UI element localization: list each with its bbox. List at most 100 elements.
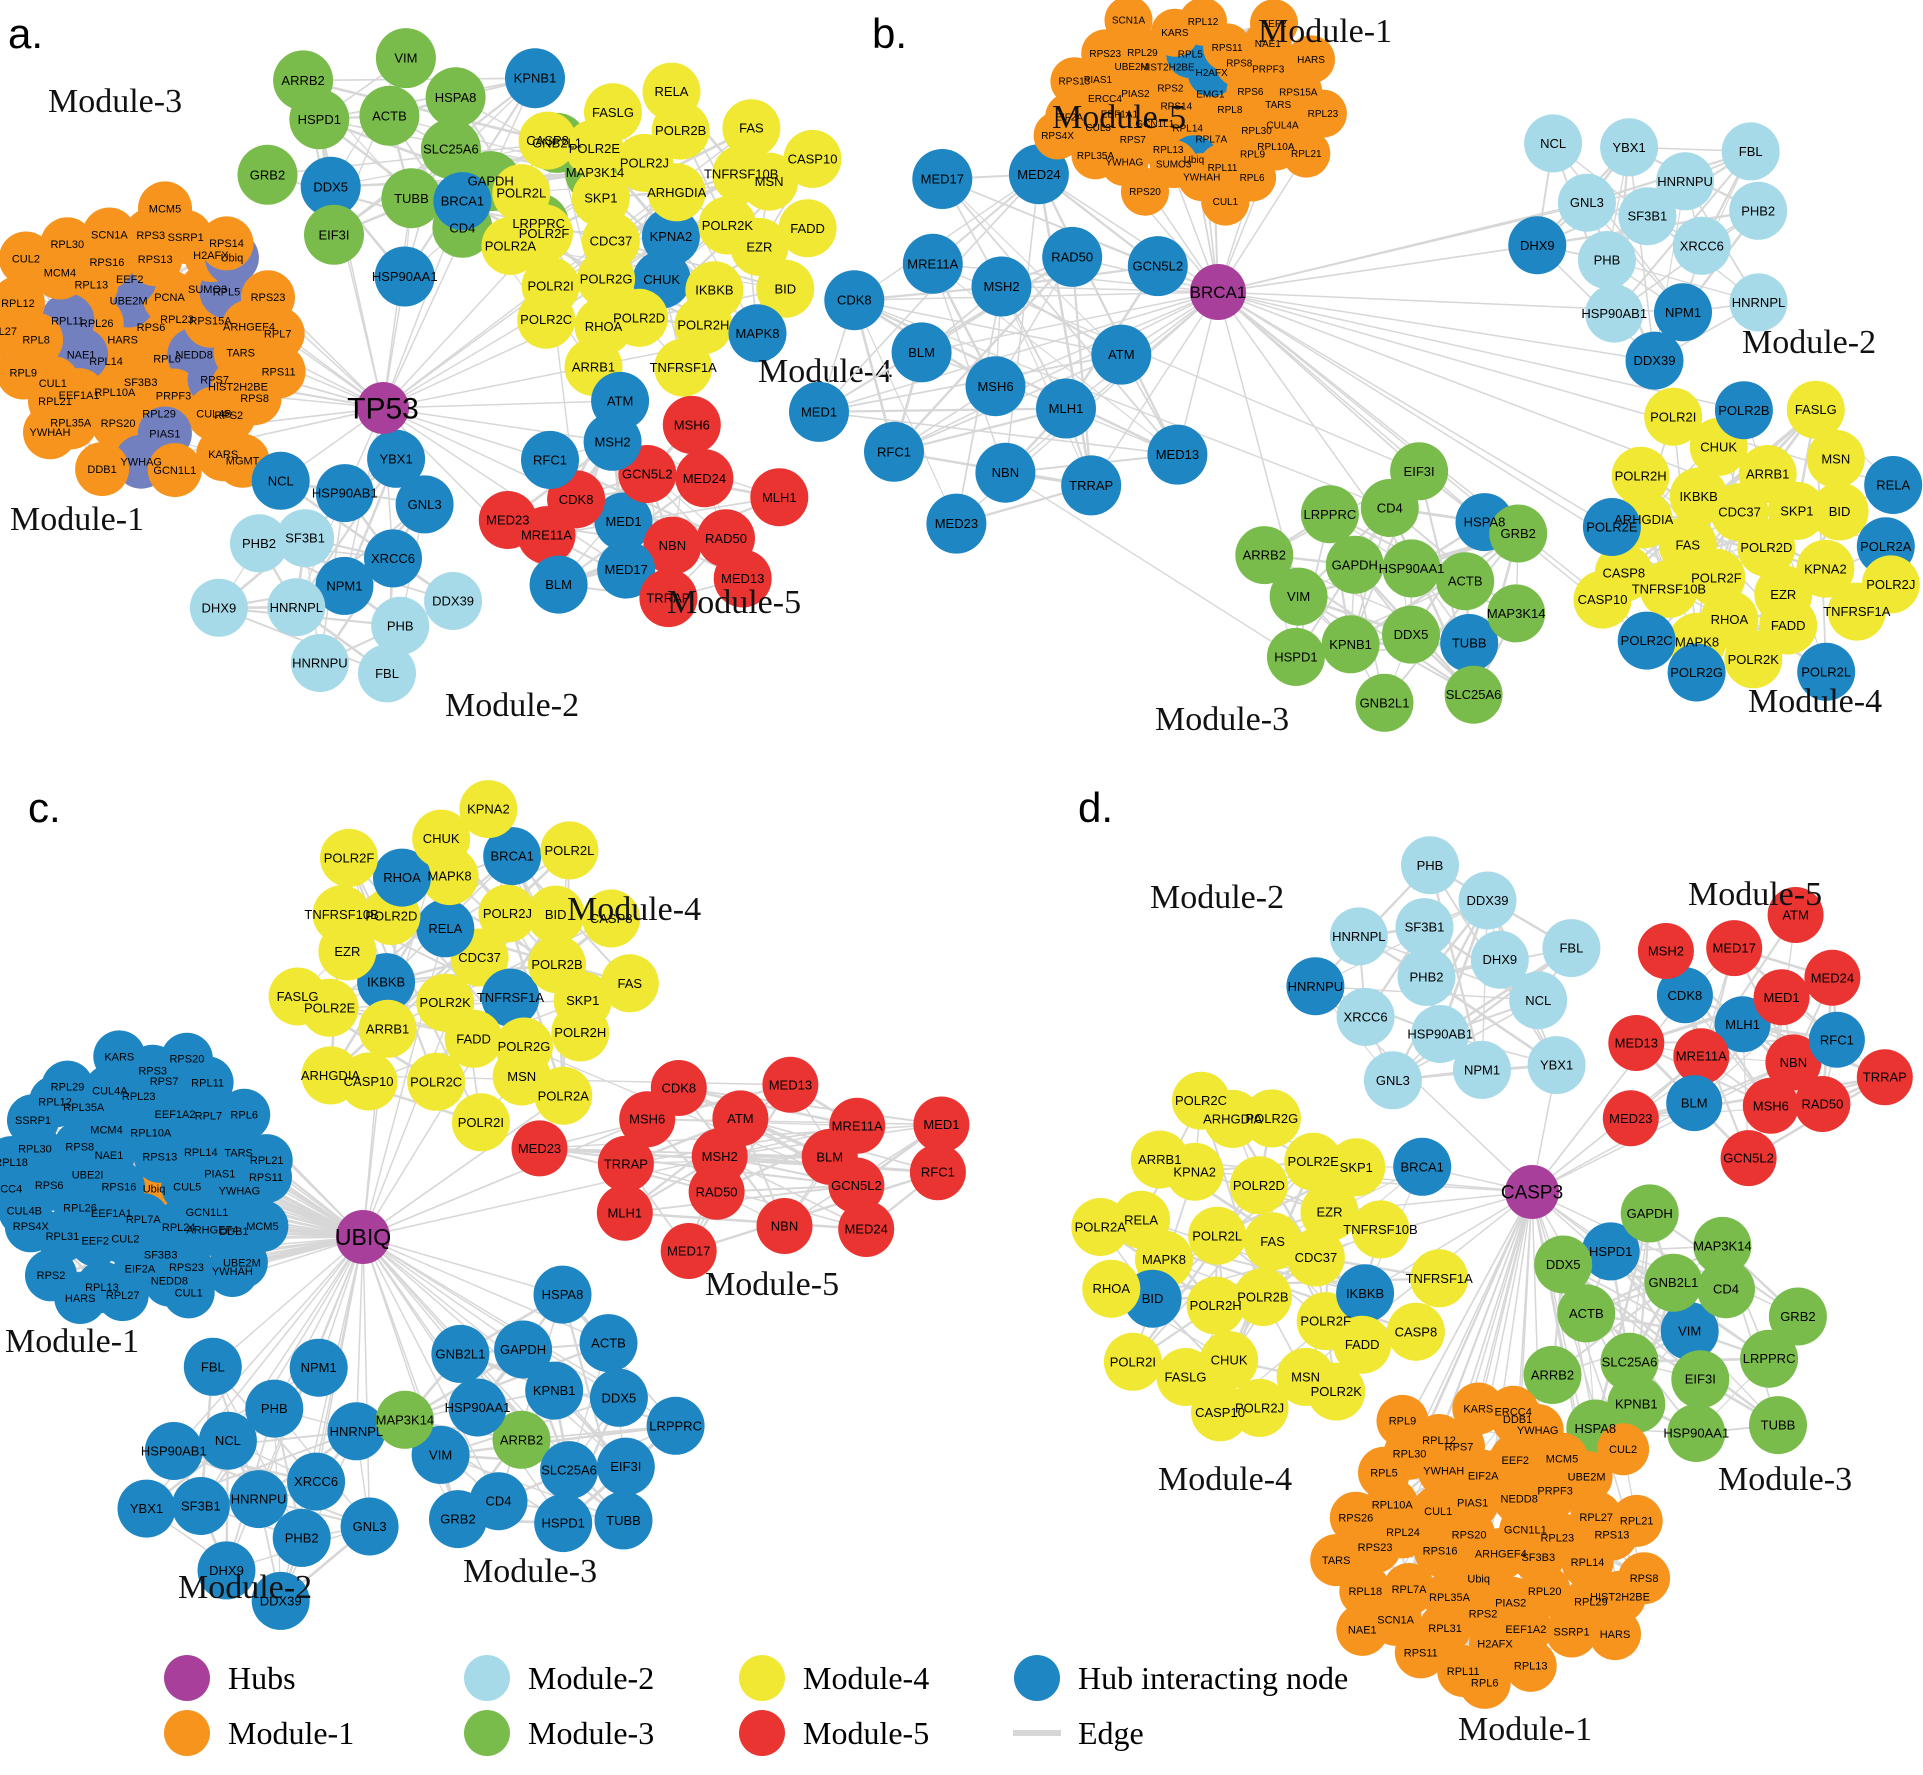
- edge: [1131, 1184, 1260, 1363]
- node-TRRAP: [1856, 1049, 1913, 1106]
- node-RPL35A: [1071, 131, 1120, 180]
- edge: [1349, 532, 1519, 646]
- node-VIM: [375, 28, 436, 89]
- node-RPS23: [1081, 29, 1130, 78]
- node-RPS4X: [1033, 111, 1082, 160]
- node-MSH6: [662, 395, 721, 454]
- node-NPM1: [315, 556, 374, 615]
- node-NPM1: [1654, 283, 1712, 342]
- edge: [624, 1211, 867, 1231]
- node-RPL21: [240, 1134, 293, 1187]
- node-SF3B1: [171, 1477, 230, 1535]
- node-CUL2: [0, 231, 53, 286]
- node-POLR2G: [1242, 1089, 1301, 1148]
- edge: [355, 1236, 364, 1432]
- node-SKP1: [571, 168, 630, 227]
- node-RELA: [416, 899, 475, 958]
- node-NBN: [1765, 1034, 1822, 1091]
- node-FAS: [722, 99, 781, 158]
- node-SLC25A6: [540, 1441, 599, 1500]
- node-RPL21: [1610, 1494, 1663, 1547]
- edge: [212, 1366, 303, 1539]
- node-DHX9: [197, 1541, 256, 1600]
- node-CASP8: [582, 889, 641, 948]
- node-MED17: [1706, 920, 1763, 977]
- node-KPNA2: [1796, 539, 1855, 598]
- edge: [647, 1118, 942, 1126]
- edge: [1217, 291, 1420, 472]
- node-CASP8: [1386, 1302, 1445, 1361]
- node-ARRB2: [492, 1410, 551, 1469]
- node-ERCC4: [1487, 1385, 1540, 1438]
- edge: [688, 1171, 939, 1253]
- node-VIM: [411, 1425, 470, 1484]
- node-CASP8: [518, 111, 577, 170]
- node-MSH6: [1742, 1077, 1799, 1134]
- node-RPS20: [160, 1032, 213, 1085]
- node-FBL: [1542, 919, 1601, 978]
- node-MED1: [913, 1096, 970, 1153]
- node-FASLG: [268, 967, 327, 1026]
- node-VIM: [1660, 1302, 1719, 1361]
- node-RPS4X: [4, 1200, 57, 1253]
- node-DDX5: [300, 156, 361, 217]
- node-ARRB1: [1130, 1130, 1189, 1189]
- node-SKP1: [1327, 1138, 1386, 1197]
- node-XRCC6: [1672, 216, 1731, 275]
- node-NCL: [251, 451, 310, 510]
- node-HSP90AB1: [144, 1422, 203, 1480]
- edge: [382, 407, 551, 461]
- node-ATM: [591, 371, 650, 430]
- node-NBN: [643, 516, 702, 575]
- node-RPS8: [53, 1120, 106, 1173]
- node-MAP3K14: [1487, 584, 1546, 643]
- node-KPNB1: [1321, 615, 1380, 674]
- node-RPS8: [1618, 1552, 1671, 1605]
- node-SSRP1: [7, 1094, 59, 1147]
- node-DDB1: [75, 442, 130, 497]
- node-BRCA1: [483, 827, 542, 886]
- node-BRCA1: [433, 172, 492, 231]
- node-BLM: [891, 322, 952, 383]
- node-RPS8: [227, 371, 282, 426]
- node-PHB2: [1729, 181, 1788, 240]
- node-TNFRSF10B: [1639, 559, 1698, 618]
- node-POLR2B: [1714, 381, 1773, 440]
- node-CDC37: [1286, 1228, 1345, 1287]
- node-MED24: [838, 1201, 895, 1257]
- node-HNRNPL: [1729, 273, 1788, 332]
- edge: [941, 178, 1179, 456]
- node-FAS: [1658, 515, 1717, 574]
- node-MLH1: [1036, 378, 1096, 439]
- node-TNFRSF10B: [1351, 1200, 1410, 1259]
- node-NCL: [198, 1411, 257, 1470]
- edge: [1217, 291, 1655, 362]
- node-RFC1: [909, 1144, 966, 1201]
- node-GAPDH: [494, 1320, 553, 1379]
- node-XRCC6: [1336, 987, 1395, 1046]
- node-RAD50: [1794, 1076, 1851, 1132]
- node-SCN1A: [1104, 0, 1153, 45]
- edge: [382, 407, 627, 571]
- node-POLR2H: [1186, 1276, 1245, 1335]
- node-TNFRSF10B: [312, 885, 371, 944]
- node-GNB2L1: [1644, 1253, 1703, 1312]
- node-IKBKB: [357, 953, 416, 1012]
- node-DDX39: [1625, 331, 1684, 390]
- node-TRRAP: [639, 569, 698, 628]
- node-POLR2L: [1188, 1206, 1247, 1265]
- edge: [523, 1045, 857, 1187]
- node-EZR: [1300, 1183, 1359, 1242]
- node-FADD: [1333, 1315, 1392, 1374]
- node-UBE2M: [1560, 1450, 1613, 1503]
- node-EIF3I: [304, 204, 364, 265]
- node-RELA: [642, 62, 701, 121]
- node-MED23: [926, 493, 987, 554]
- legend-swatch-module2: [464, 1655, 510, 1701]
- node-RPL27: [0, 304, 28, 359]
- node-POLR2I: [1103, 1332, 1162, 1391]
- node-TUBB: [594, 1491, 653, 1550]
- node-IKBKB: [1336, 1264, 1395, 1323]
- node-RPL13: [1504, 1639, 1557, 1692]
